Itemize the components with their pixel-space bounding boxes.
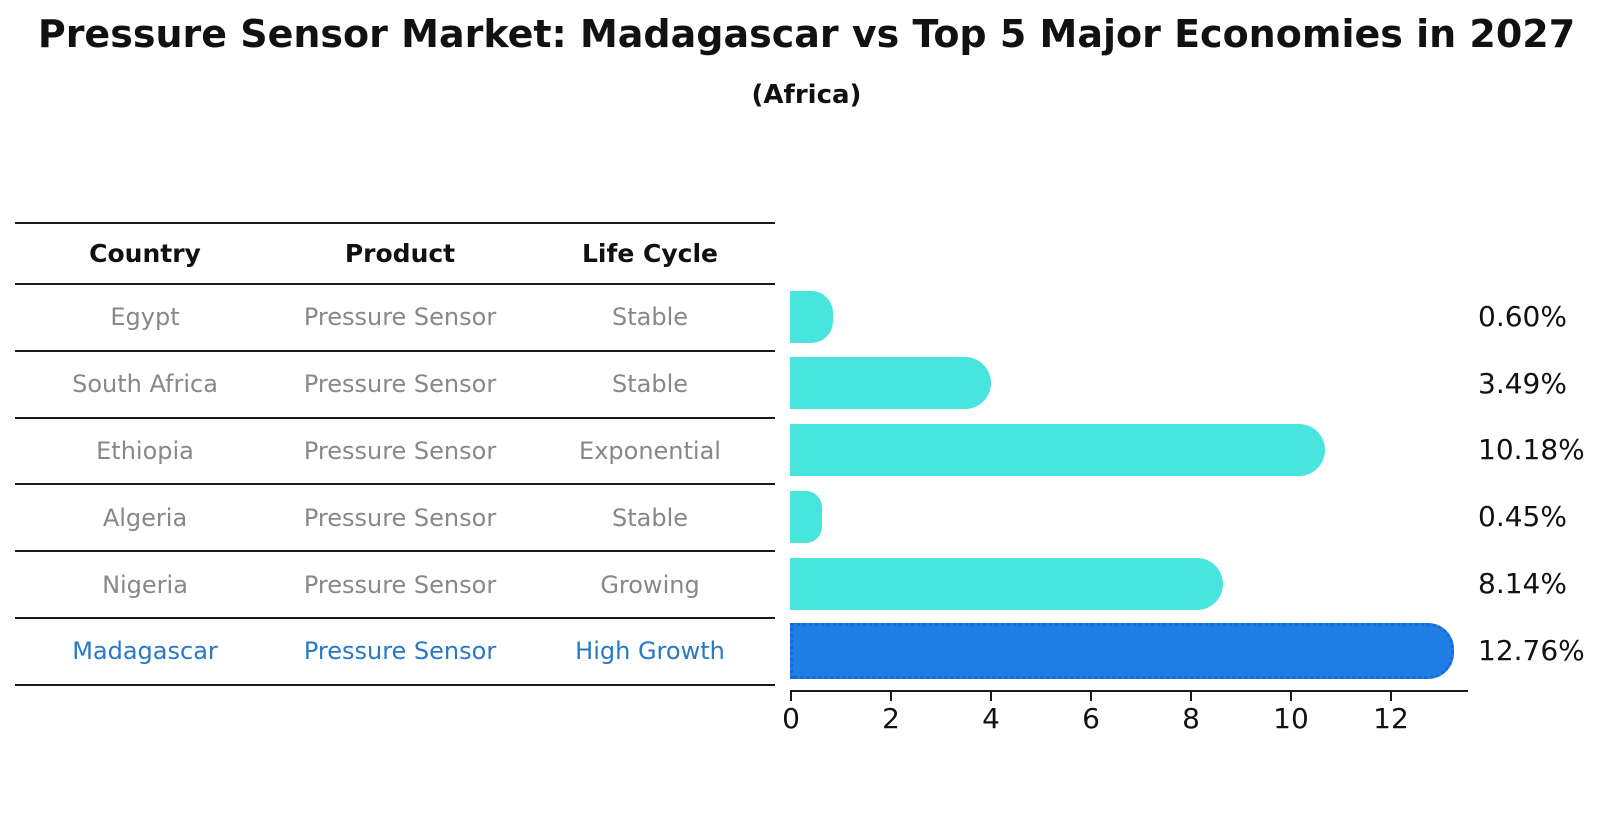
table-cell-country: Egypt (110, 303, 180, 332)
x-axis-tick-label: 12 (1373, 702, 1409, 735)
x-axis-tick-label: 4 (982, 702, 1000, 735)
x-axis-tick (1090, 692, 1092, 701)
table-cell-life-cycle: Exponential (579, 436, 721, 465)
x-axis-tick (790, 692, 792, 701)
bar (790, 557, 1223, 610)
bar-value-label: 0.60% (1478, 299, 1567, 333)
x-axis-tick-label: 10 (1273, 702, 1309, 735)
table-row: Nigeria Pressure Sensor Growing (15, 552, 775, 619)
bar (790, 357, 991, 410)
table-cell-country: Ethiopia (96, 436, 194, 465)
table-cell-product: Pressure Sensor (303, 303, 497, 332)
table-row: Madagascar Pressure Sensor High Growth (15, 619, 775, 686)
table-cell-life-cycle: Stable (611, 303, 689, 332)
table-cell-country: Madagascar (72, 637, 218, 666)
chart-subtitle: (Africa) (751, 80, 862, 110)
x-axis-tick (1190, 692, 1192, 701)
column-header-product: Product (344, 239, 456, 268)
table-cell-life-cycle: Stable (611, 503, 689, 532)
x-axis-tick (990, 692, 992, 701)
table-cell-product: Pressure Sensor (303, 436, 497, 465)
table-cell-life-cycle: Growing (600, 570, 700, 599)
table-cell-product: Pressure Sensor (303, 370, 497, 399)
bar-madagascar-highlight (790, 622, 1454, 679)
bar-plot-area (790, 283, 1468, 684)
country-table: Country Product Life Cycle Egypt Pressure… (15, 222, 775, 686)
bar-value-label: 12.76% (1478, 633, 1585, 667)
bar (790, 424, 1325, 477)
table-cell-product: Pressure Sensor (303, 503, 497, 532)
table-cell-country: Nigeria (102, 570, 188, 599)
table-row: Egypt Pressure Sensor Stable (15, 285, 775, 352)
table-body: Egypt Pressure Sensor Stable South Africa Pr… (15, 285, 775, 686)
x-axis-tick (1390, 692, 1392, 701)
bar (790, 290, 834, 343)
x-axis-tick-label: 0 (782, 702, 800, 735)
x-axis-line (790, 690, 1468, 692)
x-axis-tick (890, 692, 892, 701)
bar (790, 490, 823, 543)
column-header-country: Country (89, 239, 201, 268)
bar-value-label: 8.14% (1478, 567, 1567, 601)
table-row: South Africa Pressure Sensor Stable (15, 352, 775, 419)
bar-value-label: 3.49% (1478, 366, 1567, 400)
table-cell-country: South Africa (72, 370, 218, 399)
bar-value-label: 0.45% (1478, 500, 1567, 534)
table-cell-product: Pressure Sensor (303, 570, 497, 599)
table-row: Ethiopia Pressure Sensor Exponential (15, 419, 775, 486)
x-axis-tick-label: 2 (882, 702, 900, 735)
x-axis-tick-label: 6 (1082, 702, 1100, 735)
table-row: Algeria Pressure Sensor Stable (15, 485, 775, 553)
x-axis-tick (1290, 692, 1292, 701)
chart-title: Pressure Sensor Market: Madagascar vs To… (37, 12, 1576, 56)
table-cell-life-cycle: High Growth (575, 637, 725, 666)
table-header-row: Country Product Life Cycle (15, 224, 775, 285)
bar-value-label: 10.18% (1478, 433, 1585, 467)
column-header-life-cycle: Life Cycle (581, 239, 719, 268)
table-cell-product: Pressure Sensor (303, 637, 497, 666)
table-cell-country: Algeria (102, 503, 188, 532)
table-cell-life-cycle: Stable (611, 370, 689, 399)
x-axis-tick-label: 8 (1182, 702, 1200, 735)
